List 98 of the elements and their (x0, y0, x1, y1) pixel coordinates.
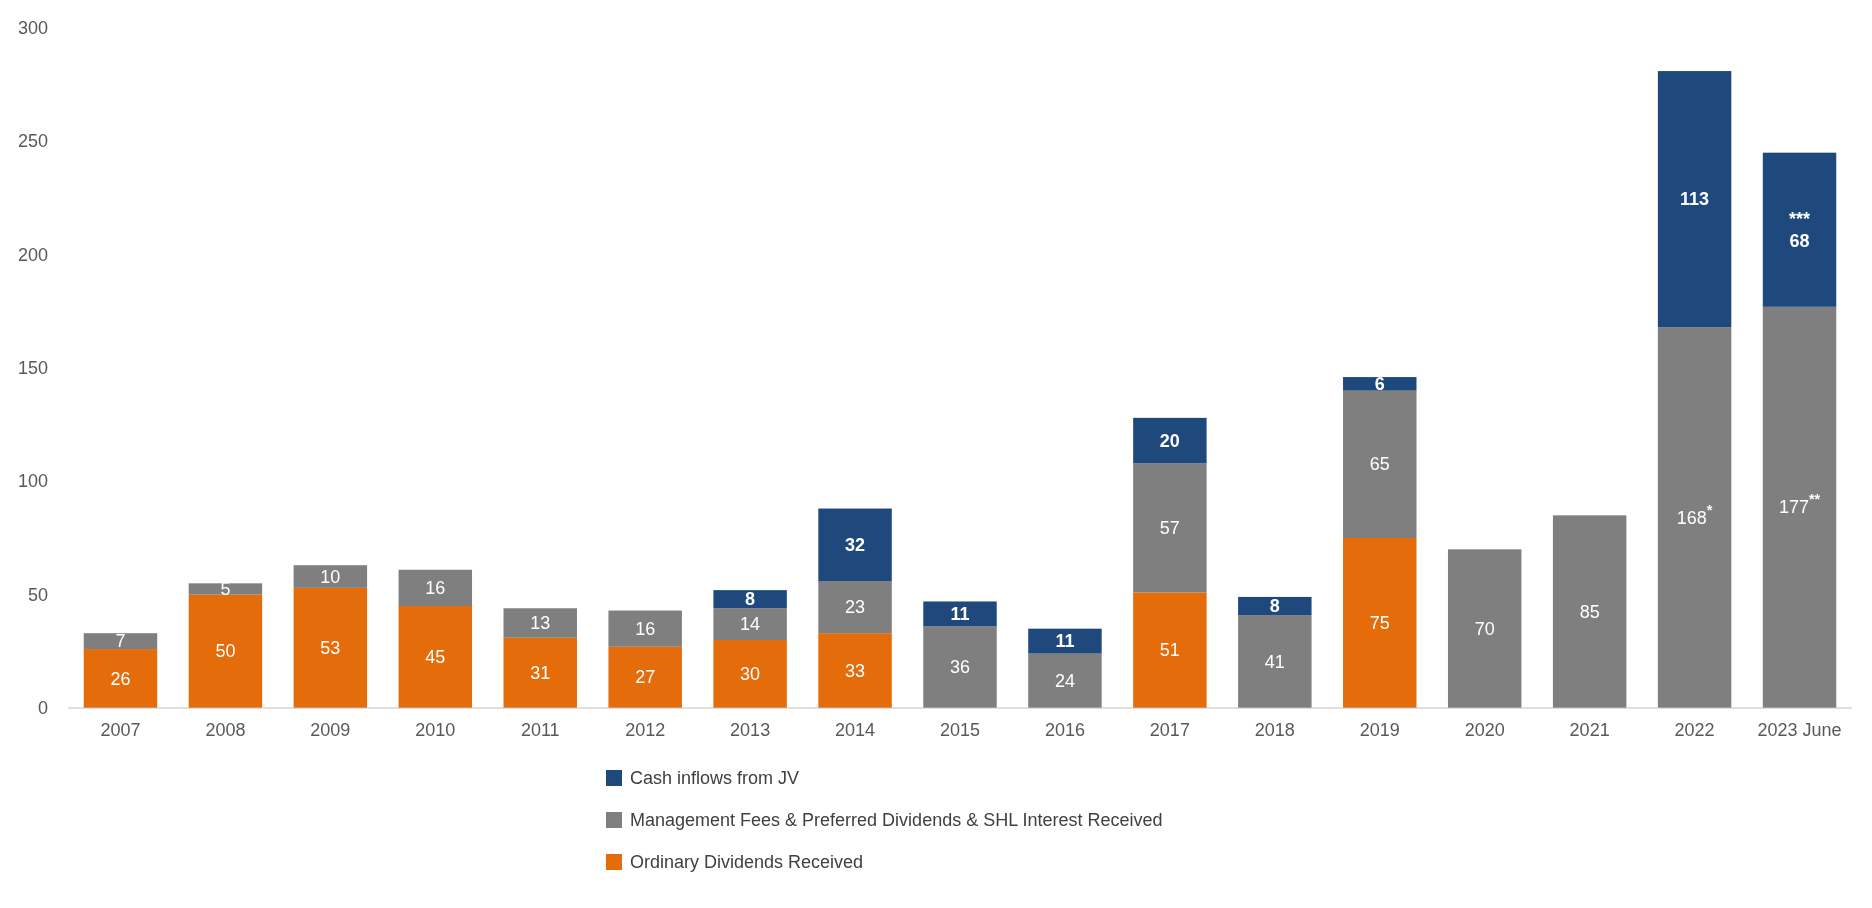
x-tick-label: 2018 (1254, 720, 1295, 740)
data-label: 30 (740, 664, 761, 684)
y-tick-label: 100 (17, 471, 48, 492)
bar (818, 508, 892, 582)
bar (713, 608, 787, 640)
bar (923, 626, 997, 708)
x-tick-label: 2012 (625, 720, 666, 740)
data-label: 45 (425, 647, 446, 667)
bar (1657, 71, 1732, 328)
x-tick-label: 2010 (415, 720, 456, 740)
data-label: 32 (845, 534, 866, 555)
y-tick-label: 300 (17, 18, 48, 38)
data-label: 10 (320, 566, 341, 587)
data-label: 85 (1579, 601, 1600, 622)
bar (713, 640, 787, 708)
x-tick-label: 2020 (1464, 720, 1505, 740)
bar (188, 583, 263, 595)
data-label: 6 (1374, 373, 1385, 394)
bar (83, 633, 158, 650)
data-label: 168$^{*}$ (1676, 501, 1713, 528)
data-label: 8 (745, 589, 756, 610)
data-label: 16 (425, 577, 446, 598)
x-tick-label: 2017 (1149, 720, 1190, 740)
data-label: 13 (530, 613, 551, 633)
data-label: 50 (215, 641, 236, 662)
y-tick-label: 200 (17, 244, 48, 265)
x-tick-label: 2023 June (1757, 720, 1842, 740)
x-tick-label: 2014 (835, 720, 876, 740)
bar (1133, 592, 1207, 708)
data-label: 11 (1055, 631, 1075, 652)
y-tick-label: 50 (27, 584, 48, 605)
legend-label: Management Fees & Preferred Dividends & SHL Interest Received (630, 810, 1163, 830)
bar (608, 646, 682, 708)
bar (503, 608, 577, 638)
data-label: 31 (530, 662, 551, 683)
bar (293, 565, 368, 588)
bar (1133, 463, 1207, 593)
bar (1552, 515, 1627, 708)
bar (923, 601, 997, 627)
legend-label: Cash inflows from JV (630, 768, 800, 788)
data-label: 7 (115, 631, 126, 652)
bar (188, 594, 263, 708)
data-label: 75 (1369, 613, 1390, 633)
bar (1343, 377, 1417, 391)
x-tick-label: 2016 (1044, 720, 1085, 740)
data-label: 8 (1269, 596, 1280, 616)
data-label: 24 (1054, 670, 1075, 691)
y-tick-label: 0 (37, 698, 48, 718)
bar (398, 606, 473, 708)
bar (1238, 615, 1312, 708)
data-label: 23 (845, 597, 866, 618)
bar (1762, 306, 1837, 708)
data-label: 65 (1369, 454, 1390, 475)
bar (83, 649, 158, 708)
data-label: 33 (845, 660, 866, 681)
data-label: *** 68 (1789, 208, 1811, 251)
data-label: 113 (1680, 189, 1710, 210)
data-label: 36 (949, 657, 971, 678)
x-tick-label: 2013 (730, 720, 771, 740)
bar (1657, 327, 1732, 708)
bar (1238, 596, 1312, 616)
x-tick-label: 2008 (205, 720, 246, 740)
data-label: 70 (1474, 618, 1495, 639)
bar (1028, 628, 1102, 654)
legend-label: Ordinary Dividends Received (630, 852, 864, 872)
bar (1447, 549, 1522, 708)
data-label: 16 (635, 618, 656, 639)
y-tick-label: 250 (17, 131, 48, 152)
data-label: 51 (1159, 640, 1180, 661)
x-tick-label: 2022 (1674, 720, 1715, 740)
data-label: 57 (1159, 517, 1180, 538)
data-label: 53 (320, 637, 341, 658)
data-label: 41 (1264, 651, 1285, 672)
data-label: 14 (740, 614, 761, 635)
bar (1762, 152, 1837, 307)
bar (1343, 538, 1417, 708)
y-tick-label: 150 (17, 358, 48, 378)
x-tick-label: 2007 (100, 720, 141, 740)
bar (713, 590, 787, 609)
bar (818, 633, 892, 708)
data-label: 26 (110, 668, 131, 689)
x-tick-label: 2015 (939, 720, 981, 740)
data-label: 20 (1159, 430, 1180, 451)
x-tick-label: 2009 (310, 720, 351, 740)
bar (818, 581, 892, 634)
bar (1133, 417, 1207, 464)
x-tick-label: 2021 (1569, 720, 1610, 740)
bar (503, 637, 577, 708)
bar (1028, 653, 1102, 708)
bar (293, 587, 368, 708)
data-label: 11 (950, 603, 970, 624)
bar (398, 569, 473, 606)
bar (1343, 390, 1417, 538)
data-label: 177$^{**}$ (1778, 491, 1821, 518)
x-tick-label: 2011 (520, 720, 560, 740)
data-label: 27 (635, 667, 656, 688)
x-tick-label: 2019 (1359, 720, 1400, 740)
bar (608, 610, 682, 647)
